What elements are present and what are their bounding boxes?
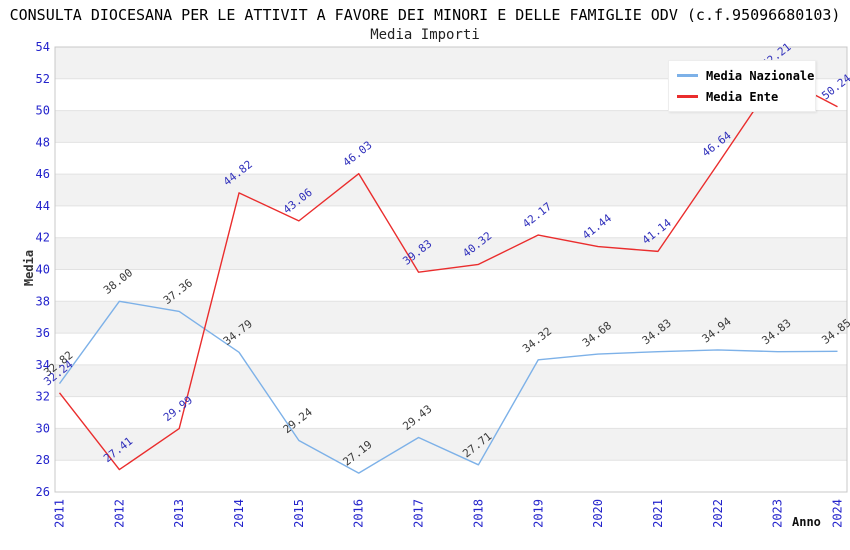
x-tick-label: 2012 [112,499,126,528]
media-nazionale-line-swatch [677,74,698,77]
x-tick-label: 2020 [591,499,605,528]
point-label: 46.03 [341,139,375,170]
x-tick-label: 2017 [412,499,426,528]
y-tick-label: 44 [36,199,50,213]
y-tick-label: 40 [36,263,50,277]
y-tick-label: 30 [36,421,50,435]
x-tick-label: 2022 [711,499,725,528]
plot-border [54,46,848,493]
x-tick-label: 2024 [831,499,845,528]
y-tick-label: 38 [36,294,50,308]
y-tick-label: 54 [36,40,50,54]
y-tick-label: 34 [36,358,50,372]
legend-label-media-nazionale: Media Nazionale [706,68,815,83]
media-ente-line-swatch [677,95,698,98]
series-line-media-ente [58,74,838,471]
y-tick-label: 36 [36,326,50,340]
x-axis-label: Anno [792,515,821,529]
x-tick-label: 2021 [651,499,665,528]
chart-subtitle: Media Importi [370,27,480,43]
plot-band [55,364,847,397]
plot-band [55,428,847,461]
plot-band [55,237,847,270]
x-tick-label: 2014 [232,499,246,528]
y-tick-label: 26 [36,485,50,499]
legend-item-media-ente: Media Ente [677,90,815,104]
x-tick-label: 2011 [53,499,67,528]
y-tick-label: 28 [36,453,50,467]
chart-legend: Media Nazionale Media Ente [668,60,816,112]
y-tick-label: 52 [36,72,50,86]
x-tick-label: 2013 [172,499,186,528]
x-tick-label: 2018 [471,499,485,528]
y-tick-label: 46 [36,167,50,181]
y-axis-label: Media [22,249,36,287]
plot-band [55,174,847,206]
series-line-media-nazionale [58,300,838,474]
y-tick-label: 42 [36,231,50,245]
legend-label-media-ente: Media Ente [706,89,779,104]
y-tick-label: 50 [36,104,50,118]
chart-title: CONSULTA DIOCESANA PER LE ATTIVIT A FAVO… [9,6,841,24]
y-tick-label: 48 [36,135,50,149]
x-tick-label: 2023 [771,499,785,528]
x-tick-label: 2016 [352,499,366,528]
legend-item-media-nazionale: Media Nazionale [677,69,815,83]
point-label: 38.00 [101,266,135,297]
y-tick-label: 32 [36,390,50,404]
point-label: 29.99 [161,394,195,425]
x-tick-label: 2019 [531,499,545,528]
x-tick-label: 2015 [292,499,306,528]
plot-band [55,110,847,143]
